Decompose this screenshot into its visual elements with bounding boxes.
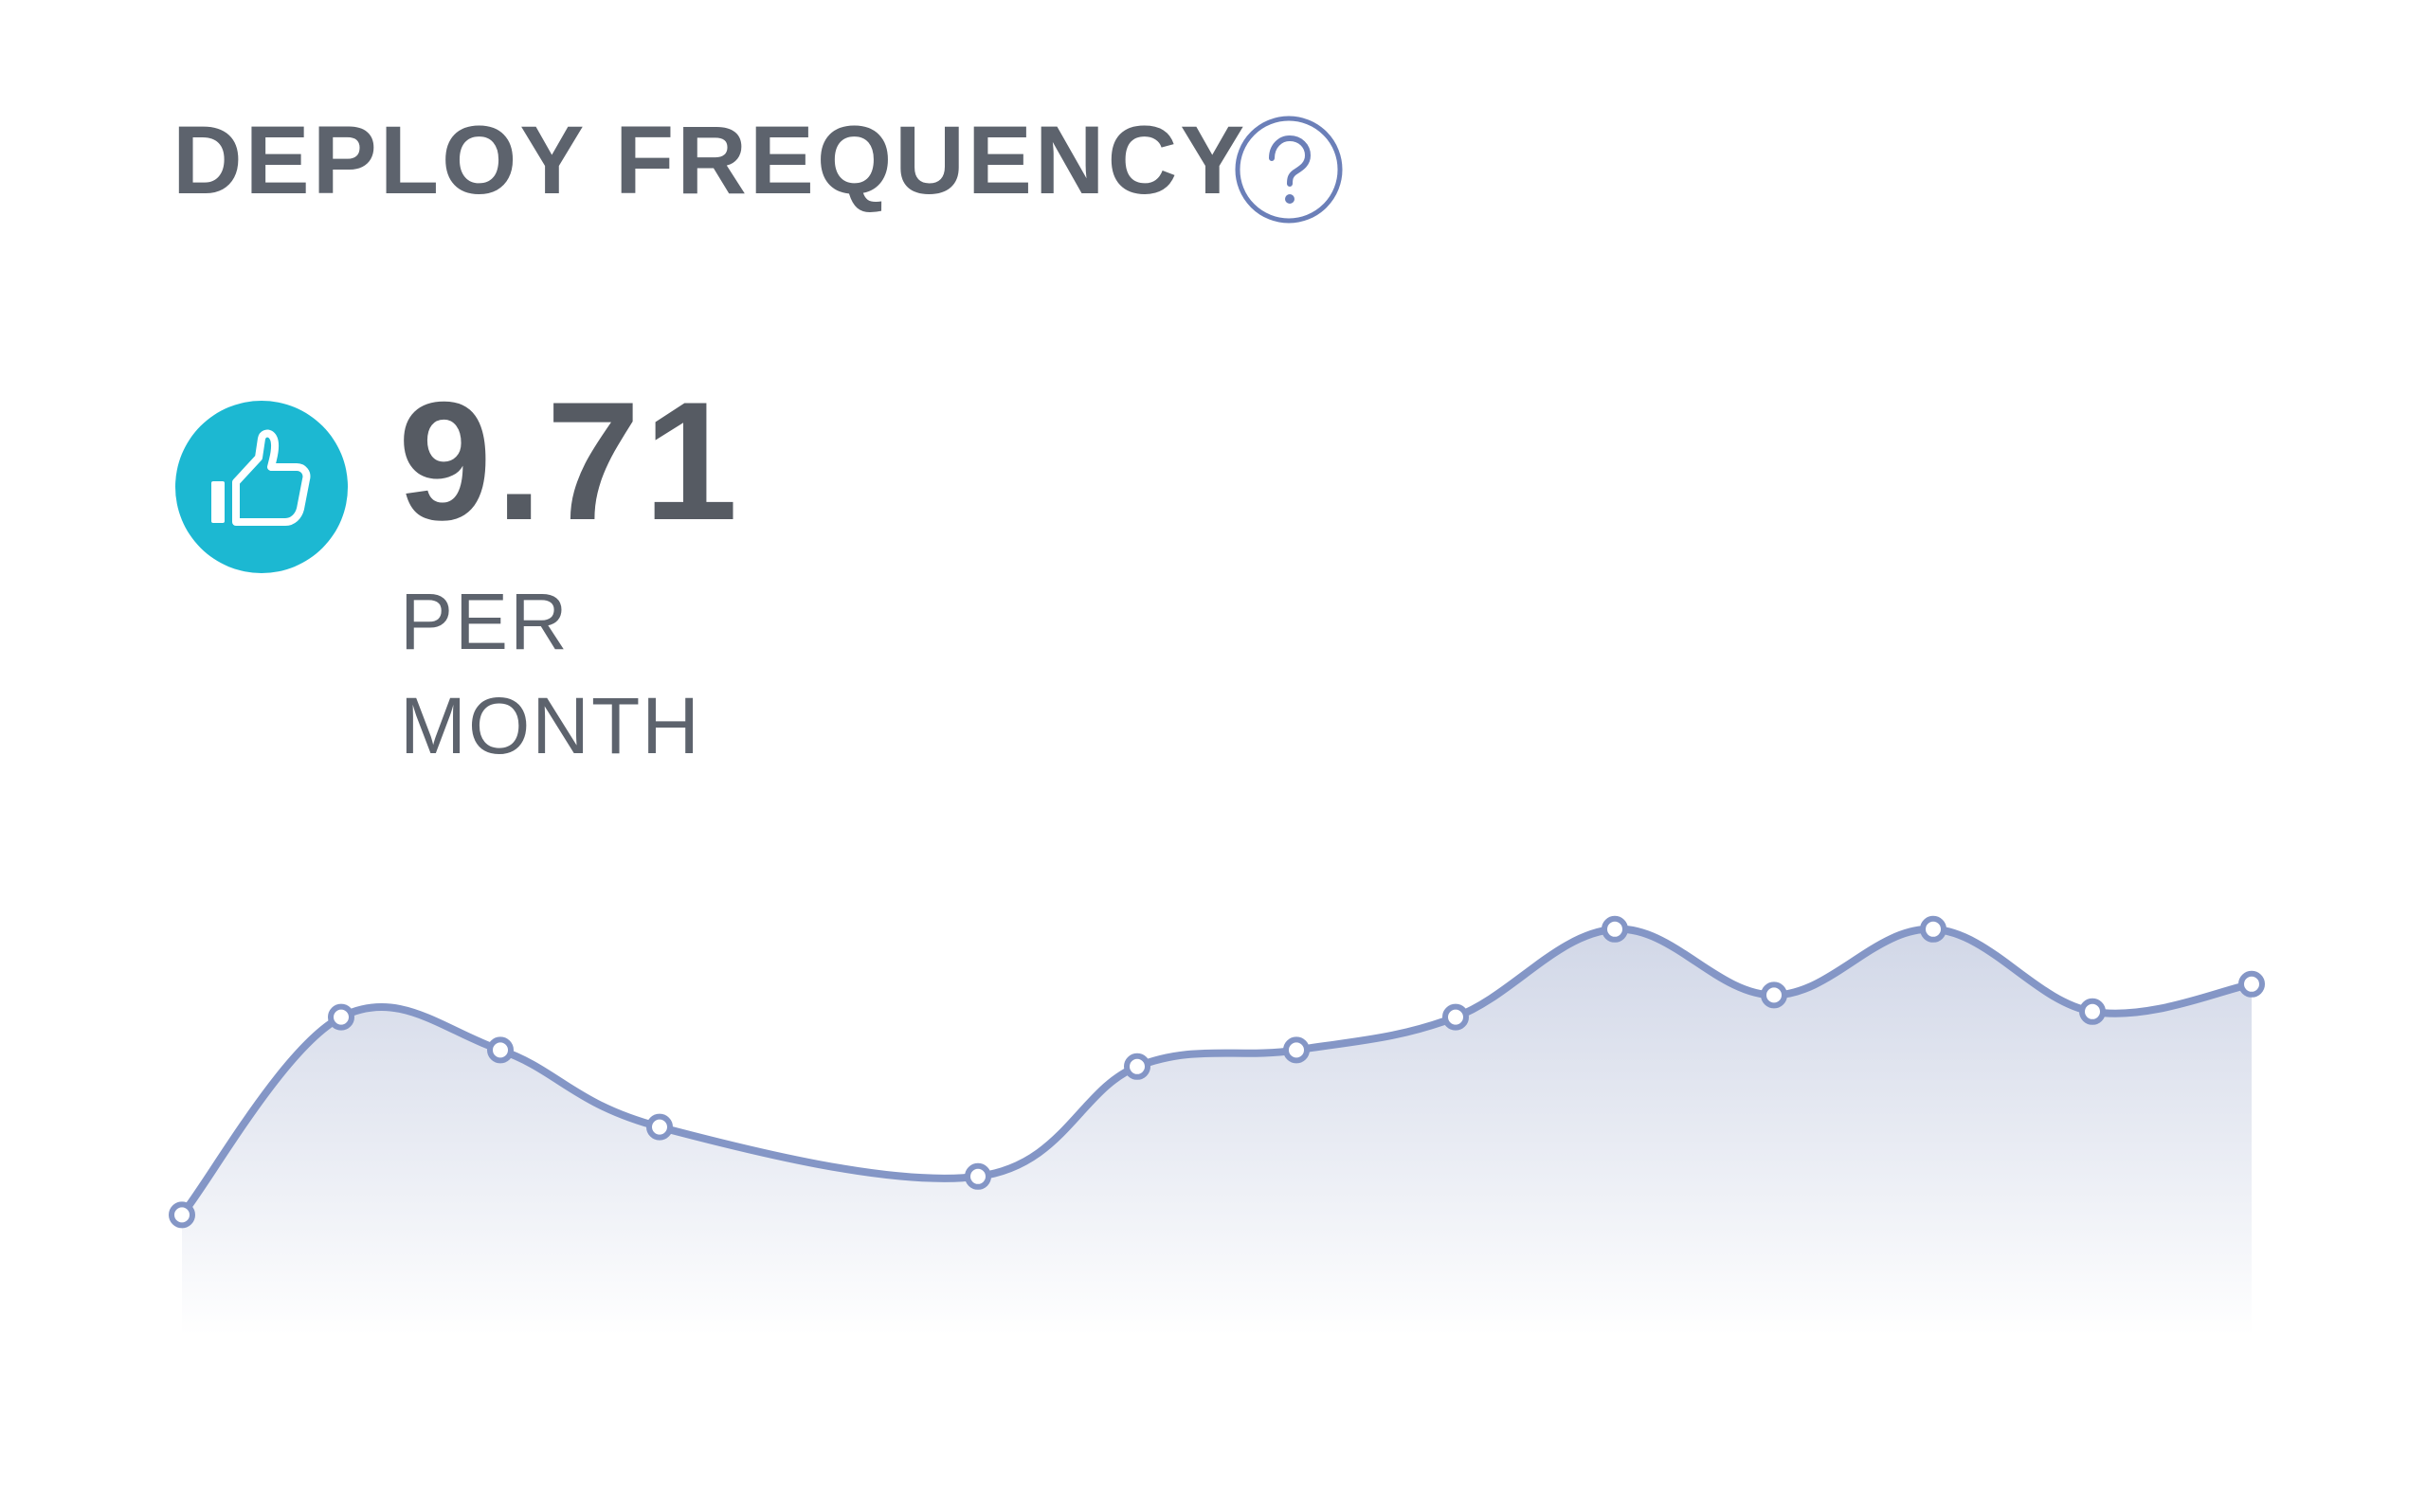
chart-point-6[interactable]: [1283, 1036, 1310, 1064]
chart-point-7[interactable]: [1442, 1003, 1469, 1031]
status-badge: [175, 401, 348, 573]
chart-point-3[interactable]: [646, 1113, 673, 1141]
chart-point-8[interactable]: [1602, 915, 1628, 943]
chart-point-12[interactable]: [2238, 970, 2265, 998]
question-circle-icon[interactable]: [1235, 116, 1343, 224]
metric-unit-line1: PER: [400, 577, 570, 666]
metric-unit-line2: MONTH: [400, 681, 701, 770]
chart-point-4[interactable]: [965, 1162, 991, 1190]
metric-value: 9.71: [398, 367, 742, 555]
thumbs-up-icon: [211, 429, 311, 526]
chart-point-2[interactable]: [487, 1036, 514, 1064]
chart-point-5[interactable]: [1124, 1053, 1150, 1080]
chart-point-10[interactable]: [1920, 915, 1946, 943]
chart-point-0[interactable]: [169, 1201, 195, 1229]
chart-point-9[interactable]: [1761, 981, 1787, 1009]
chart-point-1[interactable]: [328, 1003, 354, 1031]
chart-point-11[interactable]: [2079, 998, 2106, 1025]
widget-title: DEPLOY FREQUENCY: [172, 106, 1248, 214]
chart-area-fill: [182, 928, 2252, 1336]
